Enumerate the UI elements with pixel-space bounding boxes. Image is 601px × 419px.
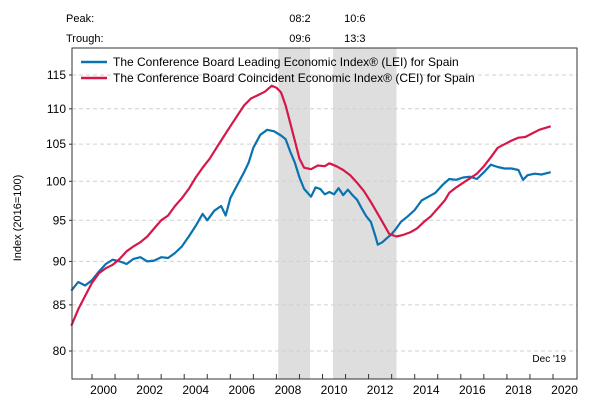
y-tick-label: 105 [46,137,66,151]
plot-frame [71,47,578,380]
y-tick-label: 95 [53,213,67,227]
x-tick-label: 2008 [275,383,302,397]
legend-label-lei: The Conference Board Leading Economic In… [113,55,459,69]
x-tick-label: 2000 [90,383,117,397]
peak-trough-labels: Peak: Trough: 08:2 09:6 10:6 13:3 [66,13,577,49]
series-line-lei [70,128,551,292]
legend: The Conference Board Leading Economic In… [81,55,475,85]
x-tick-label: 2010 [321,383,348,397]
y-axis-label: Index (2016=100) [12,175,24,262]
y-tick-label: 100 [46,174,66,188]
y-axis: 80 85 90 95 100 105 110 115 [46,68,72,358]
x-tick-label: 2020 [551,383,578,397]
y-tick-label: 110 [47,102,66,116]
x-tick-label: 2012 [367,383,394,397]
peak-date: 10:6 [344,13,365,25]
recession-band [278,48,311,379]
peak-label: Peak: [66,13,94,25]
x-tick-label: 2004 [182,383,209,397]
y-tick-label: 115 [47,68,66,82]
x-tick-label: 2016 [459,383,486,397]
x-tick-label: 2002 [136,383,163,397]
legend-label-cei: The Conference Board Coincident Economic… [113,71,475,85]
last-date-annotation: Dec '19 [532,354,566,365]
x-tick-label: 2018 [505,383,532,397]
trough-label: Trough: [66,33,104,45]
trough-date: 09:6 [289,33,310,45]
series-lines [70,84,552,327]
trough-date: 13:3 [344,33,365,45]
gridlines [72,74,577,352]
x-tick-label: 2014 [413,383,440,397]
x-axis: 2000 2002 2004 2006 2008 2010 2012 2014 2016 2018… [90,374,578,397]
y-tick-label: 90 [53,254,67,268]
y-tick-label: 80 [53,344,67,358]
series-line-cei [70,84,552,327]
y-tick-label: 85 [53,298,67,312]
x-tick-label: 2006 [228,383,255,397]
peak-date: 08:2 [289,13,310,25]
